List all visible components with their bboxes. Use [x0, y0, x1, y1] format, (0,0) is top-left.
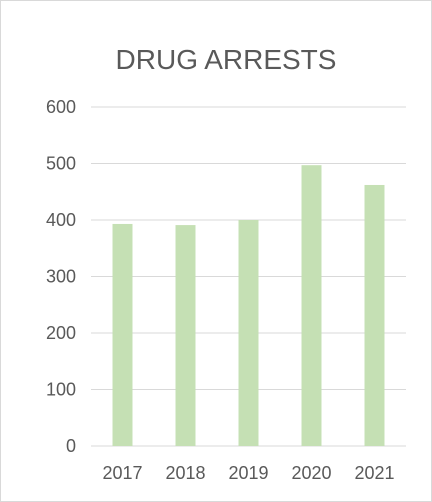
chart-title: DRUG ARRESTS [116, 44, 337, 75]
x-tick-label: 2019 [228, 463, 268, 483]
y-tick-label: 100 [46, 380, 76, 400]
y-tick-label: 400 [46, 210, 76, 230]
x-tick-label: 2021 [354, 463, 394, 483]
bar-2018 [175, 225, 196, 446]
x-tick-label: 2018 [165, 463, 205, 483]
x-tick-label: 2017 [102, 463, 142, 483]
y-tick-label: 0 [66, 436, 76, 456]
y-tick-label: 500 [46, 154, 76, 174]
y-axis-ticks: 0 100 200 300 400 500 600 [46, 97, 76, 456]
y-tick-label: 200 [46, 323, 76, 343]
y-tick-label: 600 [46, 97, 76, 117]
bar-2019 [238, 220, 259, 446]
bar-2020 [301, 165, 322, 446]
x-axis-ticks: 2017 2018 2019 2020 2021 [102, 463, 394, 483]
x-tick-label: 2020 [291, 463, 331, 483]
bar-2017 [112, 223, 133, 446]
y-tick-label: 300 [46, 267, 76, 287]
bar-2021 [364, 184, 385, 446]
bars [112, 165, 385, 446]
